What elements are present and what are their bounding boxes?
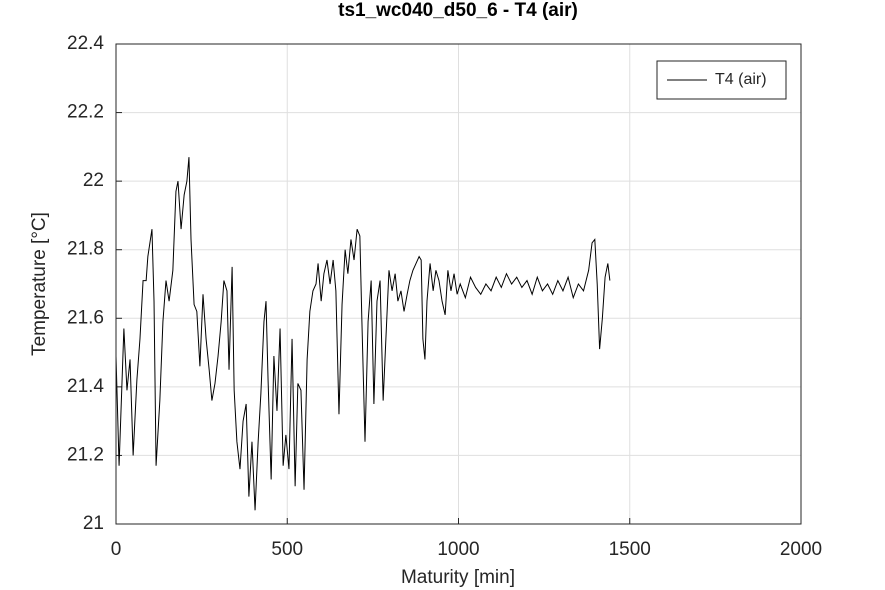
y-tick-label: 21.6 xyxy=(67,307,104,328)
y-tick-label: 21 xyxy=(83,513,104,534)
legend-label: T4 (air) xyxy=(715,71,767,88)
x-axis-label: Maturity [min] xyxy=(401,567,515,588)
axes-box xyxy=(115,43,802,525)
y-tick-label: 21.4 xyxy=(67,376,104,397)
y-tick-label: 22 xyxy=(83,170,104,191)
y-tick-label: 22.4 xyxy=(67,33,104,54)
data-line xyxy=(115,157,611,511)
y-axis-label: Temperature [°C] xyxy=(29,212,50,356)
x-tick-label: 1000 xyxy=(437,539,479,560)
plot-area xyxy=(115,157,611,511)
x-tick-label: 0 xyxy=(111,539,122,560)
grid xyxy=(115,43,802,525)
y-tick-label: 21.8 xyxy=(67,239,104,260)
x-tick-label: 1500 xyxy=(609,539,651,560)
y-tick-label: 21.2 xyxy=(67,444,104,465)
chart-title: ts1_wc040_d50_6 - T4 (air) xyxy=(338,0,578,21)
y-tick-label: 22.2 xyxy=(67,102,104,123)
x-tick-label: 2000 xyxy=(780,539,822,560)
legend: T4 (air) xyxy=(656,60,787,100)
x-tick-label: 500 xyxy=(271,539,303,560)
legend-box xyxy=(656,60,787,100)
